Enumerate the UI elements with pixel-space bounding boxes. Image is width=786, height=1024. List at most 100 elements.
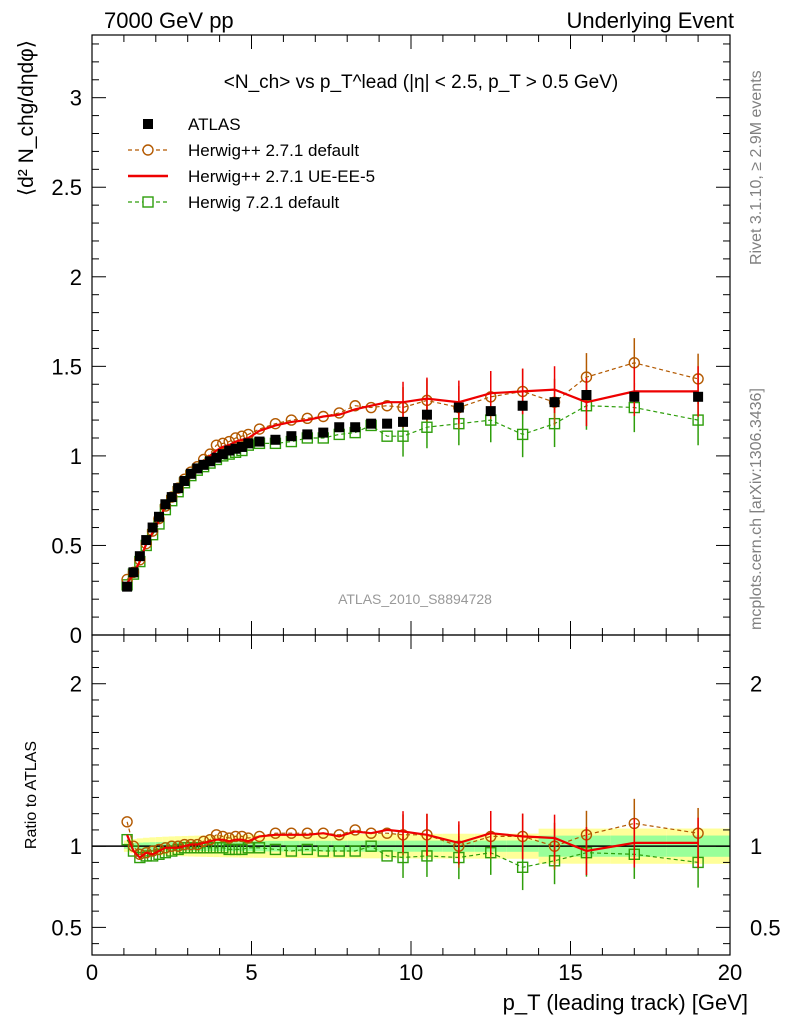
y-axis-label: ⟨d² N_chg/dηdφ⟩: [15, 40, 38, 196]
series-0-point: [254, 436, 265, 447]
series-0-point: [166, 492, 177, 503]
y-tick-label: 1.5: [51, 354, 82, 379]
ratio-series-0-point: [349, 824, 361, 836]
chart-title: <N_ch> vs p_T^lead (|η| < 2.5, p_T > 0.5…: [224, 72, 618, 93]
ratio-series-2-point: [229, 843, 242, 856]
ratio-series-2-point: [217, 842, 229, 854]
ratio-series-2-point: [349, 845, 361, 857]
ratio-series-0-point: [301, 827, 314, 839]
y-tick-label: 1: [70, 444, 82, 469]
ratio-series-2-point: [223, 843, 235, 856]
legend-label: Herwig++ 2.7.1 UE-EE-5: [188, 167, 375, 186]
series-0-point: [270, 434, 281, 445]
series-0-point: [198, 459, 209, 470]
series-0-point: [211, 452, 222, 463]
ratio-series-1-line: [126, 828, 699, 859]
y-tick-label: 2: [70, 265, 82, 290]
series-0-point: [224, 445, 235, 456]
ratio-y-label: Ratio to ATLAS: [23, 741, 40, 849]
series-3-line: [126, 405, 699, 586]
series-0-point: [217, 449, 228, 460]
y-tick-label-right: 2: [750, 672, 762, 697]
main-panel: 0 0.5 1 1.5 2 2.5 3 ⟨d² N_chg/dηdφ⟩ <N_ch> vs p_…: [15, 34, 731, 648]
legend-marker: [143, 119, 153, 129]
header-left: 7000 GeV pp: [104, 8, 234, 33]
series-0-point: [485, 406, 496, 417]
header-right: Underlying Event: [566, 8, 734, 33]
ratio-series-2-point: [516, 861, 529, 873]
series-0-point: [185, 468, 196, 479]
x-tick-label: 5: [245, 960, 257, 985]
series-2-line: [126, 388, 699, 584]
legend-label: Herwig 7.2.1 default: [188, 193, 339, 212]
series-0-point: [192, 463, 203, 474]
legend-label: ATLAS: [188, 115, 241, 134]
legend-marker: [142, 144, 154, 156]
series-0-point: [286, 431, 297, 442]
series-0-point: [128, 567, 139, 578]
watermark: ATLAS_2010_S8894728: [338, 591, 492, 607]
series-0-point: [629, 391, 640, 402]
series-0-point: [549, 397, 560, 408]
series-0-point: [581, 390, 592, 400]
ratio-series-2-point: [191, 842, 203, 854]
ratio-series-2-point: [121, 833, 133, 846]
series-0-point: [334, 422, 345, 433]
series-0-point: [179, 475, 190, 486]
ratio-series-0-point: [166, 840, 178, 852]
series-0-point: [318, 427, 329, 438]
ratio-series-0-point: [229, 830, 242, 843]
ratio-series-2-point: [317, 845, 329, 857]
y-tick-label: 0.5: [51, 533, 82, 558]
series-0-point: [517, 400, 528, 411]
x-tick-label: 10: [399, 960, 423, 985]
ratio-series-2-point: [146, 850, 159, 862]
series-0-point: [122, 581, 133, 592]
ratio-series-2-point: [381, 850, 393, 862]
series-0-point: [141, 535, 152, 546]
series-0-point: [205, 456, 216, 467]
series-1-point: [349, 400, 361, 412]
ratio-series-2-point: [210, 842, 223, 854]
ratio-series-2-point: [253, 842, 266, 854]
series-0-point: [134, 551, 145, 562]
series-0-point: [302, 429, 313, 440]
x-tick-label: 15: [558, 960, 582, 985]
series-0-point: [173, 483, 184, 494]
series-0-point: [153, 511, 164, 522]
legend-marker: [142, 196, 154, 208]
y-tick-label: 3: [70, 86, 82, 111]
series-0-point: [453, 402, 464, 413]
series-0-point: [243, 438, 254, 449]
ratio-series-0-point: [285, 827, 298, 839]
series-3-point: [381, 430, 393, 442]
y-tick-label: 0: [70, 623, 82, 648]
ratio-series-2-point: [301, 843, 314, 856]
series-0-point: [230, 443, 241, 454]
ratio-panel: 0 5 10 15 20 p_T (leading track) [GeV] 0.5 0.5 1…: [23, 634, 781, 1015]
y-tick-label-right: 0.5: [750, 915, 781, 940]
series-3-point: [516, 428, 529, 441]
series-0-point: [398, 416, 409, 427]
rivet-label: Rivet 3.1.10, ≥ 2.9M events: [748, 70, 765, 265]
y-tick-label: 2.5: [51, 175, 82, 200]
series-1-point: [381, 400, 393, 412]
series-1-point: [229, 432, 242, 444]
ratio-series-2-point: [365, 840, 377, 852]
series-0-point: [693, 391, 704, 402]
y-tick-label: 1: [70, 834, 82, 859]
series-3-point: [397, 430, 409, 442]
mcplots-label: mcplots.cern.ch [arXiv:1306.3436]: [748, 388, 765, 630]
ratio-series-2-point: [236, 843, 248, 856]
series-1-point: [217, 437, 229, 450]
ratio-frame: [91, 634, 731, 956]
series-0-point: [382, 418, 393, 429]
ratio-series-2-point: [285, 845, 298, 857]
series-0-point: [147, 522, 158, 533]
series-3-point: [421, 421, 433, 433]
series-0-point: [366, 418, 377, 429]
series-1-point: [236, 430, 248, 442]
y-tick-label-right: 1: [750, 834, 762, 859]
x-tick-label: 20: [718, 960, 742, 985]
